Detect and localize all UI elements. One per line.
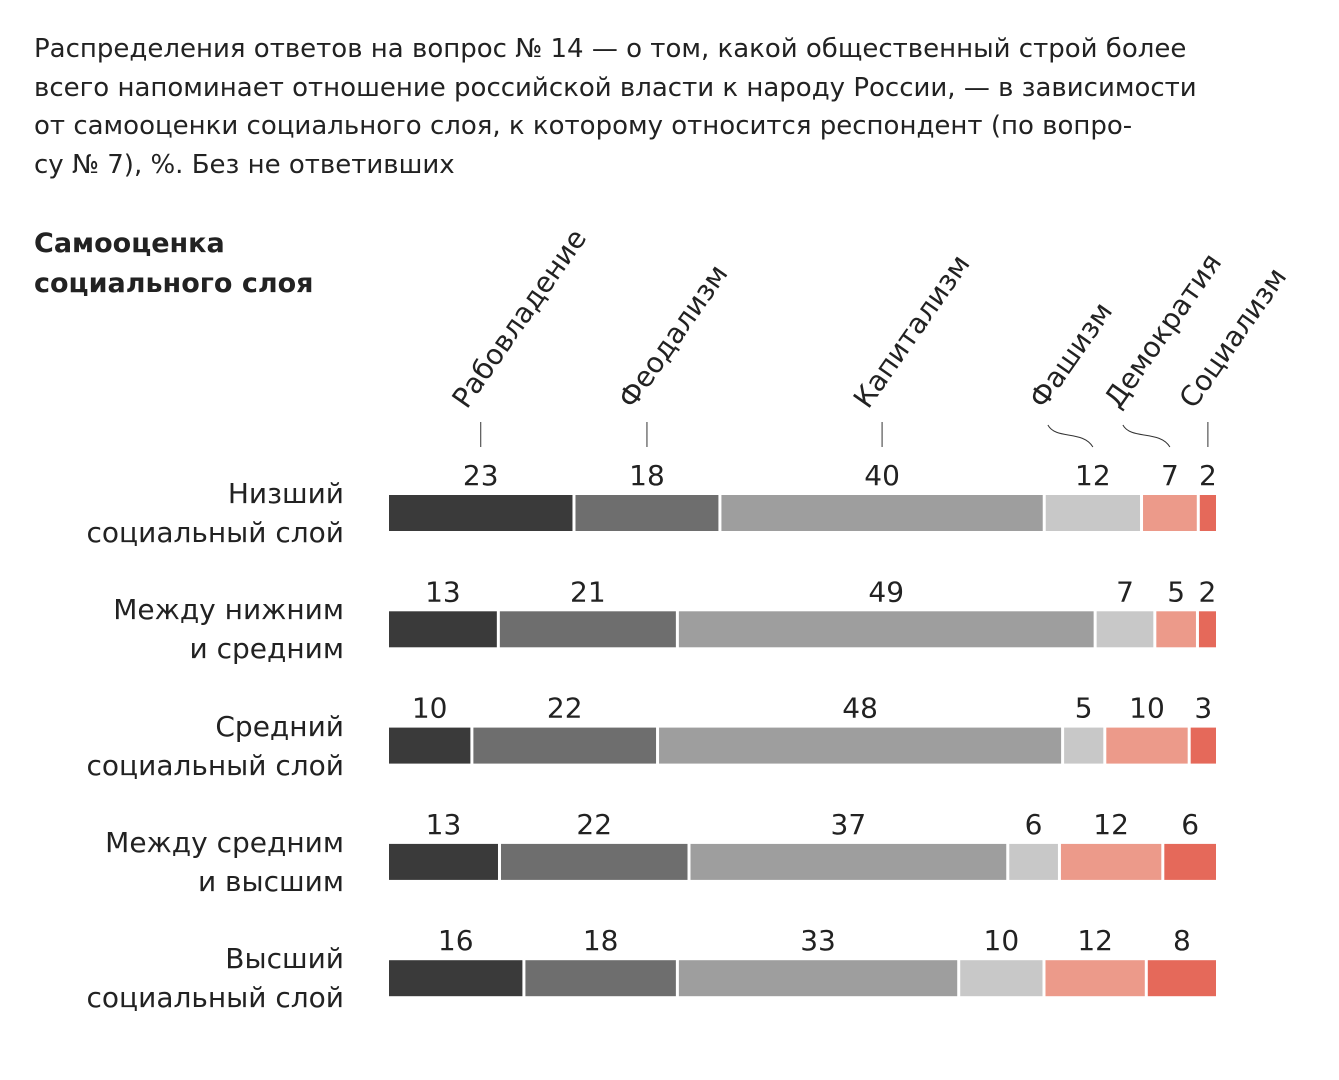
chart-title: Распределения ответов на вопрос № 14 — о… [34,34,1197,180]
value-label: 2 [1199,459,1217,492]
bar-segment [1009,843,1058,880]
bar-segment [678,960,958,997]
bar-segment [500,843,688,880]
value-label: 48 [842,692,878,725]
bar-segment [389,727,471,764]
row-label: Между средним и высшим [105,825,344,898]
bar-segment [678,611,1094,648]
value-label: 23 [463,459,499,492]
bar-segment [499,611,676,648]
value-label: 12 [1075,459,1111,492]
value-label: 13 [425,575,461,608]
legend-label: Капитализм [847,248,977,414]
value-label: 6 [1181,808,1199,841]
bar-segment [525,960,676,997]
bar-segment [1064,727,1104,764]
value-label: 5 [1167,575,1185,608]
bar-segment [575,495,719,531]
bar-segment [473,727,657,764]
value-label: 5 [1075,692,1093,725]
bar-segment [960,960,1043,997]
value-label: 22 [547,692,583,725]
value-label: 7 [1161,459,1179,492]
bar-segment [389,960,523,997]
value-label: 3 [1194,692,1212,725]
bar-segment [659,727,1062,764]
bar-segment [1147,960,1216,997]
value-label: 12 [1093,808,1129,841]
bar-segment [1045,960,1145,997]
bar-segment [1156,611,1196,648]
bar-segment [721,495,1043,531]
bar-segment [389,611,497,648]
value-label: 22 [576,808,612,841]
bar-segment [1045,495,1141,531]
value-label: 21 [570,575,606,608]
value-label: 40 [864,459,900,492]
value-label: 10 [984,924,1020,957]
legend-label: Рабовладение [445,223,593,414]
bar-segment [1096,611,1154,648]
legend-leader [1047,424,1094,448]
bar-segment [389,843,498,880]
row-label: Высший социальный слой [86,942,344,1015]
bar-segment [1164,843,1216,880]
value-label: 10 [1129,692,1165,725]
value-label: 37 [831,808,867,841]
value-label: 8 [1173,924,1191,957]
value-label: 6 [1025,808,1043,841]
value-label: 18 [629,459,665,492]
value-label: 33 [800,924,836,957]
bar-segment [690,843,1007,880]
bar-segment [1143,495,1197,531]
bar-segment [1190,727,1216,764]
row-label: Средний социальный слой [86,709,344,782]
y-axis-label: Самооценка социального слоя [34,228,314,299]
bar-segment [1060,843,1162,880]
value-label: 2 [1199,575,1217,608]
legend-label: Феодализм [612,258,735,414]
value-label: 12 [1077,924,1113,957]
value-label: 49 [868,575,904,608]
value-label: 16 [438,924,474,957]
value-label: 10 [412,692,448,725]
value-label: 13 [426,808,462,841]
bar-segment [1199,495,1216,531]
legend-leader [1122,424,1171,448]
bar-segment [1106,727,1188,764]
row-label: Низший социальный слой [86,477,344,549]
bar-segment [1198,611,1216,648]
row-label: Между нижним и средним [113,593,344,666]
value-label: 7 [1116,575,1134,608]
value-label: 18 [583,924,619,957]
bar-segment [389,495,573,531]
